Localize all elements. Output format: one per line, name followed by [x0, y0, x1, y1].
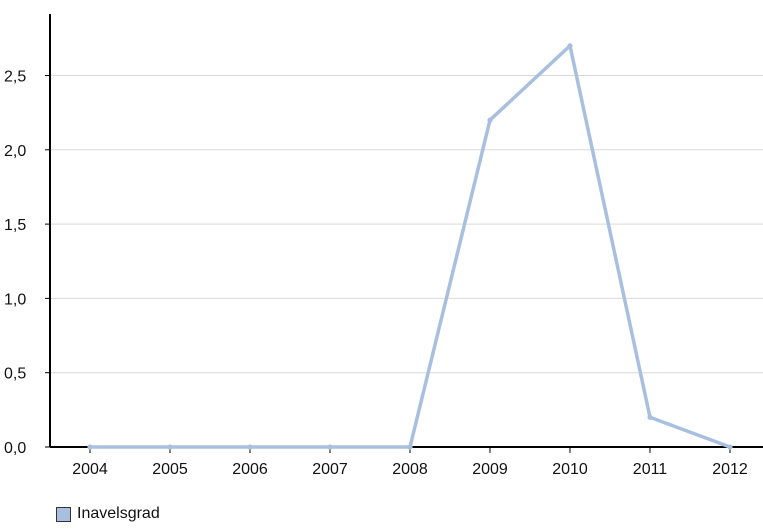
x-tick-label: 2005	[152, 461, 188, 478]
data-point	[407, 444, 413, 450]
legend-label: Inavelsgrad	[77, 505, 160, 522]
y-tick-label: 1,0	[4, 291, 26, 308]
x-tick-label: 2010	[552, 461, 588, 478]
series-layer	[87, 43, 733, 450]
data-point	[727, 444, 733, 450]
x-tick-label: 2008	[392, 461, 428, 478]
grid-lines	[50, 75, 763, 374]
x-tick-label: 2004	[72, 461, 108, 478]
legend: Inavelsgrad	[56, 505, 160, 523]
axes	[49, 14, 763, 448]
x-tick-label: 2011	[633, 461, 668, 478]
x-tick-label: 2007	[312, 461, 348, 478]
y-tick-label: 0,0	[4, 440, 26, 457]
y-tick-label: 1,5	[4, 217, 26, 234]
data-point	[327, 444, 333, 450]
y-tick-label: 0,5	[4, 366, 26, 383]
data-point	[647, 414, 653, 420]
x-tick-label: 2012	[712, 461, 748, 478]
x-tick-label: 2009	[472, 461, 508, 478]
data-point	[247, 444, 253, 450]
x-tick-label: 2006	[232, 461, 268, 478]
series-line	[90, 44, 731, 449]
y-tick-label: 2,5	[4, 69, 26, 86]
data-point	[567, 43, 573, 49]
data-point	[487, 117, 493, 123]
tick-labels: 0,0 0,5 1,0 1,5 2,0 2,5 2004 2005 2006 2007 2008 20…	[4, 69, 748, 479]
data-point	[167, 444, 173, 450]
y-tick-label: 2,0	[4, 143, 26, 160]
legend-swatch	[56, 506, 71, 522]
data-point	[87, 444, 93, 450]
line-chart: 0,0 0,5 1,0 1,5 2,0 2,5 2004 2005 2006 2007 2008 20…	[4, 14, 763, 479]
